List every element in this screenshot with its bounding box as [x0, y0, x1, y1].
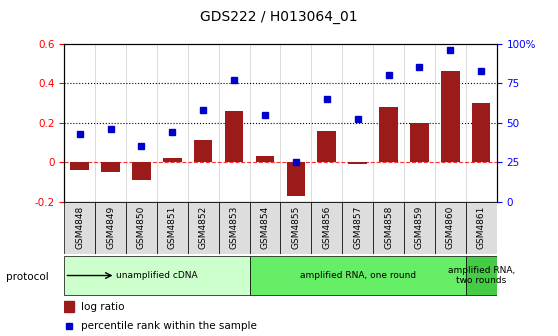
Text: GSM4855: GSM4855 — [291, 206, 300, 249]
Text: amplified RNA, one round: amplified RNA, one round — [300, 271, 416, 280]
Bar — [373, 202, 404, 254]
Bar — [187, 202, 219, 254]
Bar — [126, 202, 157, 254]
Text: protocol: protocol — [6, 272, 49, 282]
Text: GSM4848: GSM4848 — [75, 206, 84, 249]
Bar — [410, 123, 429, 162]
Bar — [472, 103, 490, 162]
Text: unamplified cDNA: unamplified cDNA — [116, 271, 198, 280]
Text: GDS222 / H013064_01: GDS222 / H013064_01 — [200, 10, 358, 24]
Text: log ratio: log ratio — [80, 302, 124, 312]
Bar — [287, 162, 305, 196]
Bar — [64, 301, 74, 312]
Bar — [157, 202, 187, 254]
Bar — [311, 202, 342, 254]
Text: GSM4859: GSM4859 — [415, 206, 424, 249]
Bar — [194, 140, 213, 162]
Text: GSM4854: GSM4854 — [261, 206, 270, 249]
Bar — [256, 156, 274, 162]
Bar — [466, 202, 497, 254]
Text: GSM4858: GSM4858 — [384, 206, 393, 249]
Text: GSM4852: GSM4852 — [199, 206, 208, 249]
Bar — [225, 111, 243, 162]
Bar — [249, 256, 466, 295]
Text: GSM4856: GSM4856 — [322, 206, 331, 249]
Text: amplified RNA,
two rounds: amplified RNA, two rounds — [448, 266, 515, 285]
Text: GSM4851: GSM4851 — [168, 206, 177, 249]
Text: GSM4860: GSM4860 — [446, 206, 455, 249]
Bar — [441, 71, 460, 162]
Bar — [280, 202, 311, 254]
Text: GSM4857: GSM4857 — [353, 206, 362, 249]
Bar — [163, 158, 181, 162]
Bar — [70, 162, 89, 170]
Bar — [318, 131, 336, 162]
Bar — [379, 107, 398, 162]
Bar — [348, 162, 367, 164]
Bar — [466, 256, 497, 295]
Bar — [64, 256, 249, 295]
Bar — [101, 162, 120, 172]
Text: GSM4861: GSM4861 — [477, 206, 485, 249]
Bar — [435, 202, 466, 254]
Bar — [249, 202, 280, 254]
Bar — [64, 202, 95, 254]
Bar — [95, 202, 126, 254]
Text: GSM4853: GSM4853 — [229, 206, 239, 249]
Bar — [342, 202, 373, 254]
Bar — [404, 202, 435, 254]
Bar — [219, 202, 249, 254]
Text: GSM4849: GSM4849 — [106, 206, 115, 249]
Text: percentile rank within the sample: percentile rank within the sample — [80, 321, 257, 331]
Bar — [132, 162, 151, 180]
Text: GSM4850: GSM4850 — [137, 206, 146, 249]
